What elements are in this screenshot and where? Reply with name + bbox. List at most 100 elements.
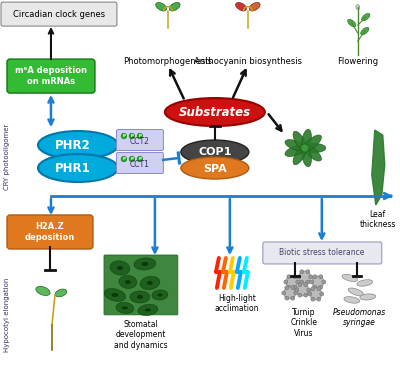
Ellipse shape — [293, 131, 306, 151]
Circle shape — [285, 286, 289, 290]
Text: CCT2: CCT2 — [130, 137, 150, 145]
Ellipse shape — [356, 4, 360, 10]
Circle shape — [284, 287, 296, 299]
Ellipse shape — [36, 286, 50, 295]
Ellipse shape — [38, 154, 118, 182]
Ellipse shape — [348, 288, 363, 296]
Ellipse shape — [293, 145, 306, 165]
Ellipse shape — [110, 261, 130, 275]
Ellipse shape — [165, 98, 265, 126]
Circle shape — [317, 287, 321, 291]
Text: P: P — [130, 134, 134, 138]
Ellipse shape — [285, 145, 306, 156]
Text: P: P — [130, 157, 134, 161]
Ellipse shape — [302, 129, 311, 151]
Ellipse shape — [122, 307, 128, 310]
Ellipse shape — [138, 304, 158, 315]
Ellipse shape — [130, 291, 150, 303]
Text: Substrates: Substrates — [179, 106, 251, 119]
Text: Hypocotyl elongation: Hypocotyl elongation — [4, 278, 10, 352]
Circle shape — [304, 283, 308, 287]
Text: PHR1: PHR1 — [55, 161, 91, 174]
Circle shape — [317, 297, 321, 301]
Circle shape — [129, 156, 135, 162]
Ellipse shape — [137, 295, 143, 299]
Ellipse shape — [361, 28, 369, 35]
Circle shape — [285, 296, 289, 300]
Text: P: P — [122, 134, 126, 138]
Ellipse shape — [304, 135, 321, 151]
Circle shape — [311, 287, 315, 291]
Circle shape — [295, 288, 299, 292]
FancyBboxPatch shape — [7, 215, 93, 249]
Ellipse shape — [152, 290, 168, 300]
Circle shape — [313, 275, 317, 279]
Circle shape — [304, 293, 308, 297]
Text: CCT1: CCT1 — [130, 160, 150, 169]
Text: m⁶A deposition
on mRNAs: m⁶A deposition on mRNAs — [15, 66, 87, 86]
Ellipse shape — [360, 294, 376, 300]
Text: PHR2: PHR2 — [55, 138, 91, 151]
Circle shape — [300, 280, 304, 284]
Text: SPA: SPA — [203, 164, 227, 174]
Circle shape — [307, 288, 311, 292]
Ellipse shape — [116, 302, 134, 314]
Circle shape — [306, 280, 310, 284]
Circle shape — [308, 292, 312, 296]
Ellipse shape — [236, 3, 246, 11]
Ellipse shape — [342, 275, 358, 282]
Circle shape — [291, 286, 295, 290]
Circle shape — [311, 297, 315, 301]
Circle shape — [284, 280, 288, 284]
Circle shape — [297, 275, 301, 279]
Ellipse shape — [304, 145, 321, 161]
Circle shape — [286, 276, 298, 288]
Circle shape — [121, 156, 127, 162]
Text: Circadian clock genes: Circadian clock genes — [13, 10, 105, 19]
Ellipse shape — [140, 276, 160, 289]
Circle shape — [137, 133, 143, 139]
FancyBboxPatch shape — [116, 153, 163, 173]
Polygon shape — [372, 130, 385, 205]
Circle shape — [320, 292, 324, 296]
Ellipse shape — [112, 293, 118, 297]
Ellipse shape — [119, 275, 137, 288]
Ellipse shape — [181, 140, 249, 164]
Ellipse shape — [362, 13, 370, 21]
Circle shape — [287, 275, 291, 279]
Text: Turnip
Crinkle
Virus: Turnip Crinkle Virus — [290, 308, 317, 338]
Ellipse shape — [348, 19, 356, 27]
Ellipse shape — [147, 281, 153, 285]
Circle shape — [309, 275, 313, 279]
Circle shape — [282, 291, 286, 295]
Circle shape — [306, 270, 310, 274]
Circle shape — [319, 275, 323, 279]
Ellipse shape — [125, 280, 131, 284]
Circle shape — [299, 271, 311, 283]
Circle shape — [312, 276, 324, 288]
Circle shape — [293, 285, 297, 289]
Circle shape — [319, 285, 323, 289]
Ellipse shape — [158, 294, 162, 296]
Text: Stomatal
development
and dynamics: Stomatal development and dynamics — [114, 320, 168, 350]
Ellipse shape — [357, 280, 373, 286]
Ellipse shape — [134, 258, 156, 270]
Ellipse shape — [117, 266, 123, 270]
Text: P: P — [138, 157, 142, 161]
Text: Photomorphogenesis: Photomorphogenesis — [123, 57, 212, 66]
Text: H2A.Z
deposition: H2A.Z deposition — [25, 222, 75, 242]
Ellipse shape — [249, 3, 260, 11]
Circle shape — [310, 288, 322, 300]
Ellipse shape — [285, 140, 306, 151]
Circle shape — [310, 280, 314, 284]
Circle shape — [298, 283, 302, 287]
Text: Pseudomonas
syringae: Pseudomonas syringae — [333, 308, 386, 327]
Circle shape — [293, 275, 297, 279]
Circle shape — [300, 270, 304, 274]
Circle shape — [294, 291, 298, 295]
Ellipse shape — [344, 296, 360, 303]
Text: Anthocyanin biosynthesis: Anthocyanin biosynthesis — [194, 57, 302, 66]
FancyBboxPatch shape — [116, 129, 163, 151]
Text: Biotic stress tolerance: Biotic stress tolerance — [279, 248, 364, 257]
Circle shape — [322, 280, 326, 284]
